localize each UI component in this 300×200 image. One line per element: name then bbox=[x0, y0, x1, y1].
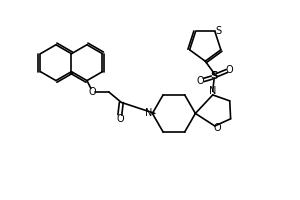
Text: S: S bbox=[211, 71, 218, 81]
Text: O: O bbox=[196, 76, 204, 86]
Text: S: S bbox=[215, 26, 221, 36]
Text: O: O bbox=[116, 114, 124, 124]
Text: O: O bbox=[88, 87, 96, 97]
Text: O: O bbox=[214, 123, 222, 133]
Text: O: O bbox=[226, 65, 233, 75]
Text: N: N bbox=[145, 108, 152, 118]
Text: N: N bbox=[209, 86, 216, 96]
